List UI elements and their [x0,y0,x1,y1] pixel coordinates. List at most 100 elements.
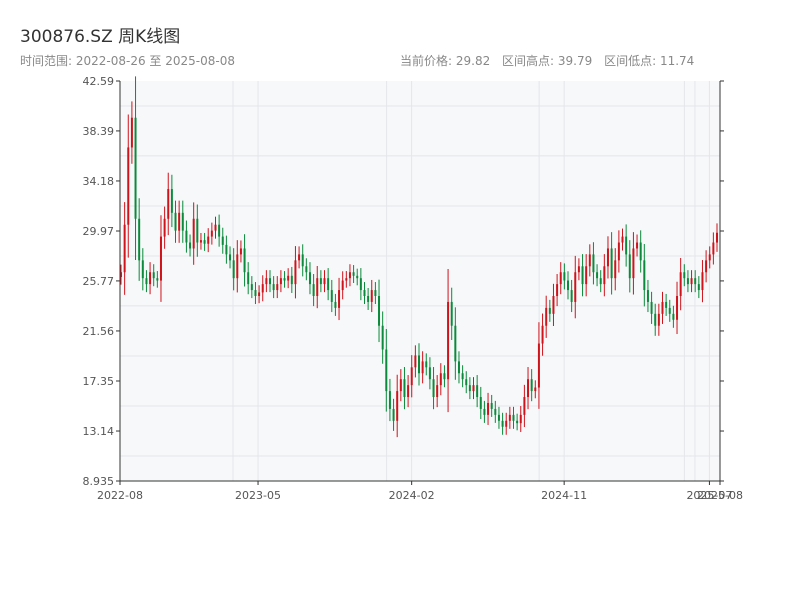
candle [548,299,551,322]
candle-body [425,361,428,368]
candle-body [145,278,148,285]
candle [476,375,479,408]
y-tick-label: 25.77 [83,275,115,288]
candle-body [668,307,671,314]
candle [599,270,602,293]
candle-body [621,236,624,243]
candle-body [272,284,275,291]
candle-body [301,254,304,267]
candle [512,406,515,429]
candle-body [254,290,257,297]
candle-body [636,242,639,249]
candle-body [665,301,668,308]
candle [381,311,384,364]
candle [716,223,718,252]
candle-body [483,408,486,415]
candle-body [654,313,657,326]
candle-body [170,189,173,213]
candle [250,276,253,299]
candle-body [567,280,569,291]
candle-body [676,296,679,320]
candle [541,313,544,356]
candle [596,264,599,287]
candle [461,365,464,388]
candle-body [152,272,155,279]
candle-body [494,408,497,415]
candle [690,270,693,293]
candle [348,264,351,287]
candle [305,258,308,281]
candle-body [643,260,646,291]
candle-body [141,260,144,279]
candle [505,412,508,435]
candle [385,328,388,412]
candle-body [559,272,562,285]
candle [527,367,530,410]
candle [167,172,170,236]
candle-body [276,284,279,291]
candle-body [617,242,620,261]
candle-body [127,147,130,225]
candle-body [392,408,395,421]
candle [643,244,646,307]
candle [545,295,548,338]
candle-body [603,266,606,285]
candle [174,200,177,243]
candle-body [457,361,460,374]
candle [654,303,657,336]
candle-body [327,278,330,291]
candle-body [378,296,381,326]
candle-body [218,224,221,237]
candle-body [203,240,206,244]
candle-body [181,212,184,231]
candle [439,363,442,396]
candle-body [701,272,704,291]
candle-body [672,313,675,320]
candle-body [399,379,402,392]
candle-body [694,278,697,285]
candle-body [523,397,526,415]
candle-body [588,254,591,267]
candle [294,246,297,299]
candle-body [697,284,700,291]
x-tick-label: 2022-08 [97,489,143,502]
candle [134,76,137,261]
candle-body [290,275,293,285]
candle [479,386,482,420]
candle-body [487,402,490,415]
candle [610,232,613,295]
y-tick-label: 8.935 [83,475,115,488]
candle [334,293,337,316]
candle-body [592,254,595,273]
candle-body [686,278,689,285]
candle-body [705,260,708,273]
candle-body [341,280,344,291]
candle [410,355,413,398]
candle [407,375,410,408]
candle [261,275,264,302]
candle [199,233,202,250]
y-tick-label: 29.97 [83,225,115,238]
candle-body [570,290,573,302]
candle-body [632,248,635,279]
candle-body [214,224,217,231]
candle-body [447,301,450,380]
candle-body [403,379,406,398]
candle [686,270,689,293]
candle [149,262,152,295]
candle-body [305,266,308,273]
candle-body [359,278,362,291]
candle [388,378,391,422]
candle-body [628,254,631,279]
candle [367,287,370,310]
candle [170,174,173,228]
candle-body [508,414,511,421]
candle-body [490,402,493,409]
candle-body [679,272,682,297]
candle-body [476,385,479,398]
candle [661,291,664,324]
candle-body [716,232,718,243]
chart-title: 300876.SZ 周K线图 [20,27,181,47]
candle-body [468,385,471,392]
candle-body [407,385,410,398]
